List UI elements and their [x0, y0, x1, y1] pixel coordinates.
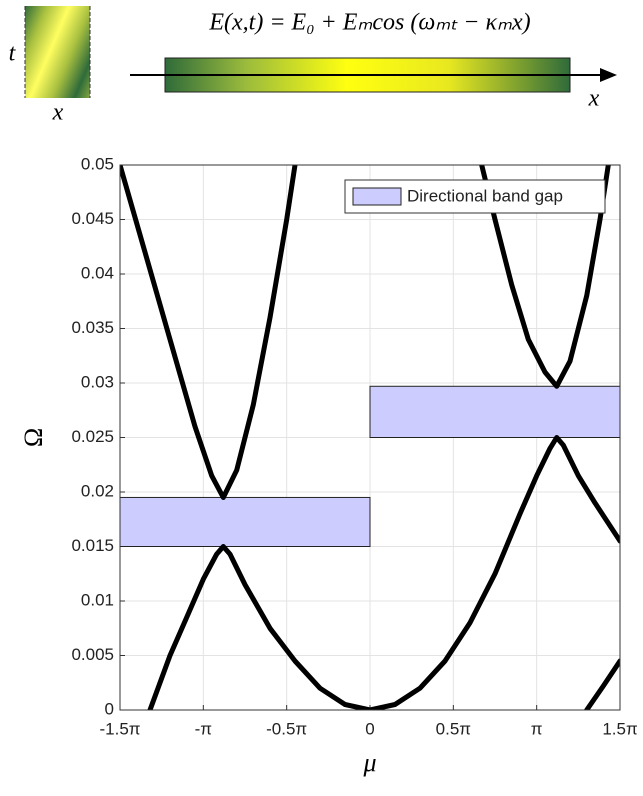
dispersion-curve	[120, 165, 298, 500]
plot: 0 0.005 0.01 0.015 0.02 0.025 0.03 0.035 0.04 0.0…	[19, 154, 638, 776]
y-tick-label: 0.04	[81, 263, 114, 282]
x-tick-label: 1.5π	[602, 719, 637, 738]
axes-frame	[119, 164, 621, 711]
x-tick-label: 0.5π	[436, 719, 471, 738]
dispersion-curve	[584, 658, 620, 710]
axis-label: x	[588, 86, 600, 112]
y-tick-label: 0.005	[71, 645, 114, 664]
y-tick-label: 0.03	[81, 372, 114, 391]
x-tick-label: 0	[365, 719, 374, 738]
y-tick-label: 0.035	[71, 318, 114, 337]
y-axis-label: Ω	[19, 428, 48, 447]
x-tick-label: π	[531, 719, 543, 738]
y-tick-label: 0.02	[81, 481, 114, 500]
equation: E(x,t) = E₀ + Eₘcos (ωₘₜ − κₘx)	[208, 10, 530, 36]
band-gap	[369, 385, 621, 438]
x-label: x	[52, 100, 64, 126]
x-axis-label: μ	[362, 748, 376, 777]
y-tick-label: 0	[105, 699, 114, 718]
dispersion-curve	[479, 165, 611, 389]
space-time-map	[25, 6, 90, 98]
legend-swatch	[352, 187, 402, 206]
y-tick-label: 0.01	[81, 590, 114, 609]
y-tick-label: 0.05	[81, 154, 114, 173]
arrow-head	[600, 68, 617, 82]
t-label: t	[9, 41, 17, 67]
y-tick-label: 0.015	[71, 536, 114, 555]
y-tick-label: 0.045	[71, 209, 114, 228]
x-tick-label: -0.5π	[266, 719, 307, 738]
band-gap	[119, 496, 371, 548]
legend-label: Directional band gap	[407, 186, 563, 205]
y-tick-label: 0.025	[71, 427, 114, 446]
dispersion-curve	[147, 435, 620, 710]
x-tick-label: -1.5π	[99, 719, 140, 738]
x-tick-label: -π	[195, 719, 212, 738]
